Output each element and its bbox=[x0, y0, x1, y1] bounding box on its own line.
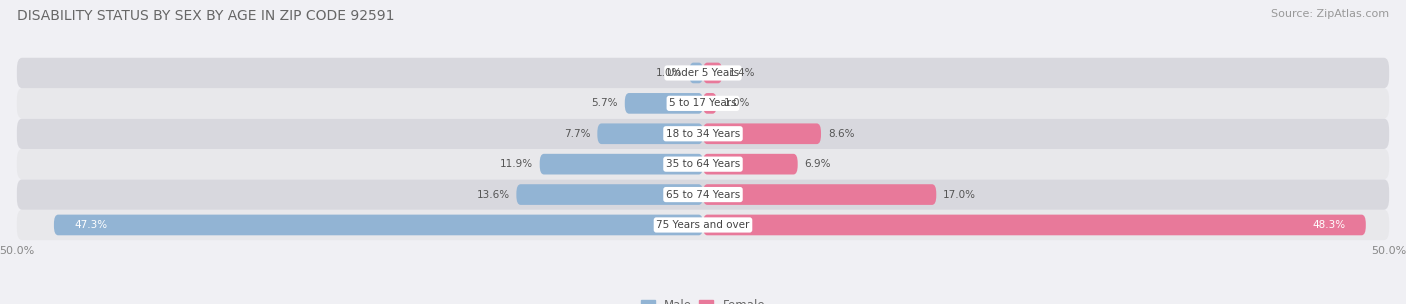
Text: Source: ZipAtlas.com: Source: ZipAtlas.com bbox=[1271, 9, 1389, 19]
FancyBboxPatch shape bbox=[516, 184, 703, 205]
FancyBboxPatch shape bbox=[703, 123, 821, 144]
FancyBboxPatch shape bbox=[703, 184, 936, 205]
FancyBboxPatch shape bbox=[17, 179, 1389, 210]
Text: 7.7%: 7.7% bbox=[564, 129, 591, 139]
Text: 11.9%: 11.9% bbox=[499, 159, 533, 169]
FancyBboxPatch shape bbox=[703, 93, 717, 114]
Text: DISABILITY STATUS BY SEX BY AGE IN ZIP CODE 92591: DISABILITY STATUS BY SEX BY AGE IN ZIP C… bbox=[17, 9, 394, 23]
Text: 1.0%: 1.0% bbox=[657, 68, 682, 78]
Text: 5 to 17 Years: 5 to 17 Years bbox=[669, 98, 737, 108]
Text: 13.6%: 13.6% bbox=[477, 190, 509, 199]
Text: 75 Years and over: 75 Years and over bbox=[657, 220, 749, 230]
FancyBboxPatch shape bbox=[624, 93, 703, 114]
FancyBboxPatch shape bbox=[17, 210, 1389, 240]
Text: 6.9%: 6.9% bbox=[804, 159, 831, 169]
Text: 8.6%: 8.6% bbox=[828, 129, 855, 139]
Text: 65 to 74 Years: 65 to 74 Years bbox=[666, 190, 740, 199]
FancyBboxPatch shape bbox=[17, 58, 1389, 88]
Text: 48.3%: 48.3% bbox=[1312, 220, 1346, 230]
FancyBboxPatch shape bbox=[540, 154, 703, 174]
FancyBboxPatch shape bbox=[598, 123, 703, 144]
Text: 47.3%: 47.3% bbox=[75, 220, 108, 230]
FancyBboxPatch shape bbox=[703, 154, 797, 174]
Text: 18 to 34 Years: 18 to 34 Years bbox=[666, 129, 740, 139]
FancyBboxPatch shape bbox=[53, 215, 703, 235]
FancyBboxPatch shape bbox=[703, 215, 1365, 235]
Text: 5.7%: 5.7% bbox=[592, 98, 617, 108]
FancyBboxPatch shape bbox=[17, 119, 1389, 149]
Legend: Male, Female: Male, Female bbox=[636, 294, 770, 304]
Text: 1.4%: 1.4% bbox=[730, 68, 755, 78]
FancyBboxPatch shape bbox=[17, 88, 1389, 119]
FancyBboxPatch shape bbox=[703, 63, 723, 83]
Text: Under 5 Years: Under 5 Years bbox=[666, 68, 740, 78]
FancyBboxPatch shape bbox=[17, 149, 1389, 179]
Text: 35 to 64 Years: 35 to 64 Years bbox=[666, 159, 740, 169]
FancyBboxPatch shape bbox=[689, 63, 703, 83]
Text: 17.0%: 17.0% bbox=[943, 190, 976, 199]
Text: 1.0%: 1.0% bbox=[724, 98, 749, 108]
